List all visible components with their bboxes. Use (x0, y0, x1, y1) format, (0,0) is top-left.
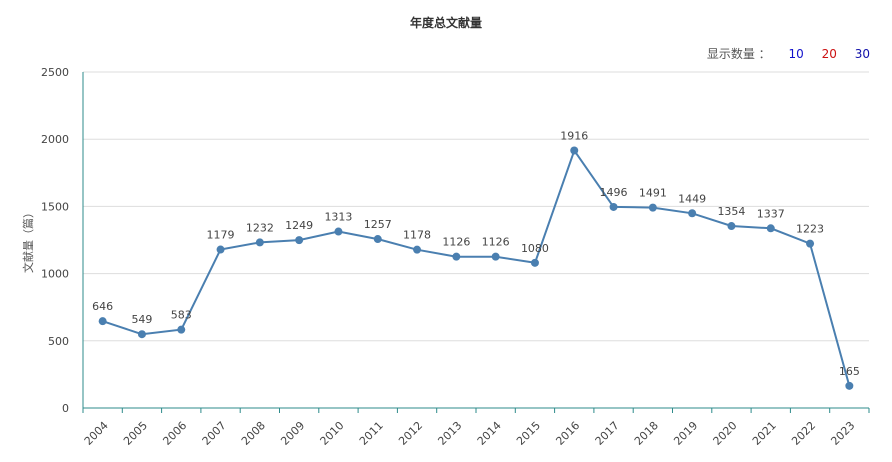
x-tick-label: 2005 (121, 419, 150, 448)
data-label: 1126 (442, 236, 470, 249)
x-tick-label: 2020 (711, 419, 740, 448)
x-tick-label: 2021 (750, 419, 779, 448)
data-point[interactable] (727, 222, 736, 231)
data-point[interactable] (255, 238, 264, 247)
data-point[interactable] (137, 330, 146, 339)
data-point[interactable] (98, 317, 107, 326)
display-count-option-20[interactable]: 20 (821, 47, 837, 61)
x-tick-label: 2018 (632, 419, 661, 448)
data-label: 1313 (324, 211, 352, 224)
data-label: 1179 (207, 229, 235, 242)
y-tick-label: 2000 (41, 133, 69, 146)
data-point[interactable] (413, 245, 422, 254)
x-tick-label: 2010 (318, 419, 347, 448)
x-tick-label: 2016 (553, 419, 582, 448)
x-tick-label: 2017 (593, 419, 622, 448)
display-count-label: 显示数量 ： (706, 47, 771, 61)
grid-lines (83, 71, 869, 342)
data-labels: 646 549 583 1179 1232 1249 1313 1257 1178 1126 112… (92, 129, 860, 377)
data-label: 646 (92, 300, 113, 313)
x-tick-label: 2008 (239, 419, 268, 448)
data-label: 549 (131, 313, 152, 326)
series-line (102, 148, 851, 387)
data-label: 1080 (521, 242, 549, 255)
y-axis-label: 文献量（篇） (21, 207, 35, 273)
x-tick-label: 2006 (160, 419, 189, 448)
y-tick-label: 1000 (41, 268, 69, 281)
data-label: 1449 (678, 192, 706, 205)
data-point[interactable] (295, 236, 304, 245)
display-count-option-10[interactable]: 10 (788, 47, 804, 61)
data-point[interactable] (334, 227, 343, 236)
x-tick-label: 2012 (396, 419, 425, 448)
data-point[interactable] (452, 252, 461, 261)
data-label: 165 (839, 365, 860, 378)
data-label: 1178 (403, 229, 431, 242)
data-label: 583 (171, 309, 192, 322)
data-label: 1491 (639, 187, 667, 200)
x-tick-label: 2009 (278, 419, 307, 448)
x-tick-label: 2014 (475, 419, 504, 448)
data-label: 1126 (482, 236, 510, 249)
y-tick-label: 0 (62, 402, 69, 415)
display-count-option-30[interactable]: 30 (854, 47, 870, 61)
data-label: 1496 (600, 186, 628, 199)
y-tick-label: 2500 (41, 66, 69, 79)
data-point[interactable] (177, 325, 186, 334)
x-tick-label: 2004 (82, 419, 111, 448)
x-tick-label: 2022 (789, 419, 818, 448)
display-count-selector: 显示数量 ： 10 20 30 (707, 45, 870, 62)
data-point[interactable] (648, 203, 657, 212)
data-point[interactable] (845, 381, 854, 390)
data-point[interactable] (373, 235, 382, 244)
data-point[interactable] (609, 202, 618, 211)
data-label: 1337 (757, 207, 785, 220)
data-point[interactable] (688, 209, 697, 218)
series (98, 146, 854, 390)
data-label: 1257 (364, 218, 392, 231)
data-label: 1916 (560, 129, 588, 142)
x-tick-label: 2015 (514, 419, 543, 448)
data-label: 1223 (796, 223, 824, 236)
x-tick-label: 2019 (671, 419, 700, 448)
data-label: 1249 (285, 219, 313, 232)
data-point[interactable] (570, 146, 579, 155)
data-point[interactable] (216, 245, 225, 254)
data-point[interactable] (491, 252, 500, 261)
y-tick-label: 500 (48, 335, 69, 348)
x-tick-label: 2007 (200, 419, 229, 448)
data-point[interactable] (530, 258, 539, 267)
x-tick-label: 2011 (357, 419, 386, 448)
x-tick-label: 2013 (435, 419, 464, 448)
data-label: 1354 (717, 205, 745, 218)
data-label: 1232 (246, 221, 274, 234)
data-point[interactable] (766, 224, 775, 233)
y-tick-label: 1500 (41, 200, 69, 213)
x-tick-label: 2023 (828, 419, 857, 448)
chart-title: 年度总文献量 (409, 16, 482, 30)
data-point[interactable] (806, 239, 815, 248)
